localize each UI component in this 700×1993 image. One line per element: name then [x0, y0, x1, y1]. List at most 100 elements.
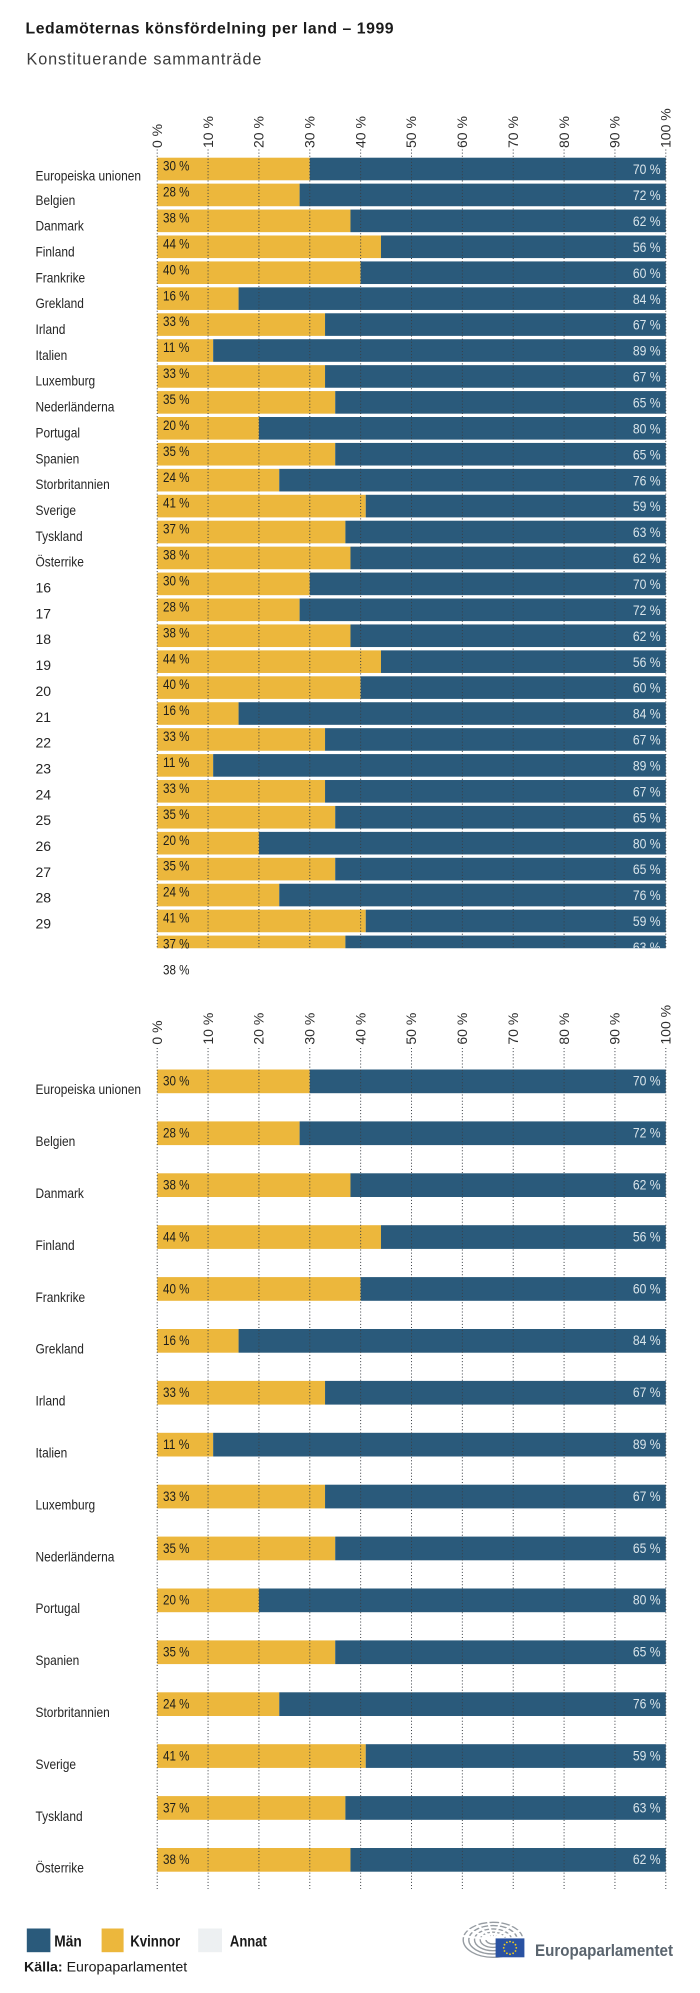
svg-text:Irland: Irland	[36, 321, 66, 337]
svg-text:37 %: 37 %	[163, 936, 190, 952]
svg-text:Italien: Italien	[36, 1445, 68, 1461]
svg-text:Luxemburg: Luxemburg	[36, 373, 96, 389]
svg-text:70 %: 70 %	[505, 1013, 521, 1045]
svg-text:Grekland: Grekland	[36, 295, 84, 311]
svg-text:20 %: 20 %	[163, 832, 190, 848]
svg-text:Sverige: Sverige	[36, 502, 77, 518]
svg-text:40 %: 40 %	[163, 676, 190, 692]
svg-text:20 %: 20 %	[163, 1592, 190, 1608]
svg-text:65 %: 65 %	[633, 861, 661, 877]
svg-text:40 %: 40 %	[163, 1280, 190, 1296]
svg-text:Sverige: Sverige	[36, 1756, 77, 1772]
svg-text:67 %: 67 %	[633, 1384, 661, 1400]
svg-text:33 %: 33 %	[163, 780, 190, 796]
svg-text:Spanien: Spanien	[36, 1652, 80, 1668]
svg-text:33 %: 33 %	[163, 728, 190, 744]
svg-text:67 %: 67 %	[633, 783, 661, 799]
svg-text:89 %: 89 %	[633, 343, 661, 359]
svg-text:0 %: 0 %	[149, 124, 165, 148]
svg-text:30 %: 30 %	[301, 116, 317, 148]
svg-text:72 %: 72 %	[633, 602, 661, 618]
svg-text:72 %: 72 %	[633, 187, 661, 203]
svg-text:60 %: 60 %	[454, 116, 470, 148]
svg-text:Italien: Italien	[36, 347, 68, 363]
svg-text:80 %: 80 %	[556, 116, 572, 148]
svg-text:Kvinnor: Kvinnor	[130, 1934, 180, 1951]
svg-text:63 %: 63 %	[633, 524, 661, 540]
svg-text:Spanien: Spanien	[36, 450, 80, 466]
svg-text:20 %: 20 %	[163, 417, 190, 433]
svg-text:100 %: 100 %	[658, 1005, 674, 1045]
svg-text:33 %: 33 %	[163, 365, 190, 381]
svg-text:Konstituerande sammanträde: Konstituerande sammanträde	[27, 51, 263, 69]
svg-text:Storbritannien: Storbritannien	[36, 476, 110, 492]
svg-text:28 %: 28 %	[163, 184, 190, 200]
svg-text:Finland: Finland	[36, 243, 75, 259]
svg-text:21: 21	[36, 709, 52, 725]
svg-text:11 %: 11 %	[163, 1436, 190, 1452]
svg-text:29: 29	[36, 916, 52, 932]
svg-text:23: 23	[36, 760, 52, 776]
svg-text:22: 22	[36, 735, 52, 751]
svg-text:80 %: 80 %	[633, 1592, 661, 1608]
svg-text:44 %: 44 %	[163, 1228, 190, 1244]
svg-text:24: 24	[36, 786, 52, 802]
svg-text:60 %: 60 %	[633, 265, 661, 281]
svg-text:35 %: 35 %	[163, 858, 190, 874]
svg-text:90 %: 90 %	[607, 1013, 623, 1045]
svg-text:16 %: 16 %	[163, 287, 190, 303]
svg-text:62 %: 62 %	[633, 628, 661, 644]
svg-text:59 %: 59 %	[633, 913, 661, 929]
svg-text:27: 27	[36, 864, 52, 880]
svg-text:35 %: 35 %	[163, 443, 190, 459]
svg-text:Irland: Irland	[36, 1393, 66, 1409]
svg-text:62 %: 62 %	[633, 1851, 661, 1867]
svg-text:Nederländerna: Nederländerna	[36, 1548, 115, 1564]
svg-text:Källa: Europaparlamentet: Källa: Europaparlamentet	[24, 1959, 187, 1975]
svg-text:56 %: 56 %	[633, 1228, 661, 1244]
svg-text:24 %: 24 %	[163, 469, 190, 485]
svg-text:59 %: 59 %	[633, 498, 661, 514]
svg-text:70 %: 70 %	[633, 576, 661, 592]
svg-text:0 %: 0 %	[149, 1020, 165, 1044]
svg-text:20 %: 20 %	[251, 1013, 267, 1045]
svg-text:35 %: 35 %	[163, 1644, 190, 1660]
svg-text:26: 26	[36, 838, 52, 854]
svg-text:62 %: 62 %	[633, 213, 661, 229]
svg-text:38 %: 38 %	[163, 209, 190, 225]
svg-text:Europeiska unionen: Europeiska unionen	[36, 1081, 142, 1097]
svg-text:70 %: 70 %	[505, 116, 521, 148]
svg-text:Grekland: Grekland	[36, 1341, 84, 1357]
svg-text:35 %: 35 %	[163, 806, 190, 822]
svg-text:65 %: 65 %	[633, 446, 661, 462]
svg-text:40 %: 40 %	[352, 116, 368, 148]
svg-text:67 %: 67 %	[633, 317, 661, 333]
svg-text:24 %: 24 %	[163, 1696, 190, 1712]
svg-text:70 %: 70 %	[633, 1073, 661, 1089]
svg-text:80 %: 80 %	[633, 420, 661, 436]
svg-text:Belgien: Belgien	[36, 1133, 76, 1149]
svg-text:10 %: 10 %	[200, 1013, 216, 1045]
svg-text:44 %: 44 %	[163, 235, 190, 251]
svg-text:16 %: 16 %	[163, 1332, 190, 1348]
svg-text:28: 28	[36, 890, 52, 906]
svg-text:50 %: 50 %	[403, 1013, 419, 1045]
svg-text:50 %: 50 %	[403, 116, 419, 148]
svg-text:Danmark: Danmark	[36, 218, 85, 234]
svg-text:Frankrike: Frankrike	[36, 1289, 86, 1305]
svg-text:84 %: 84 %	[633, 291, 661, 307]
svg-text:100 %: 100 %	[658, 108, 674, 148]
svg-text:Österrike: Österrike	[36, 553, 85, 570]
svg-text:35 %: 35 %	[163, 1540, 190, 1556]
svg-text:33 %: 33 %	[163, 313, 190, 329]
svg-text:38 %: 38 %	[163, 961, 190, 977]
svg-text:38 %: 38 %	[163, 1177, 190, 1193]
svg-text:72 %: 72 %	[633, 1125, 661, 1141]
svg-text:25: 25	[36, 812, 52, 828]
svg-text:11 %: 11 %	[163, 339, 190, 355]
svg-text:28 %: 28 %	[163, 598, 190, 614]
svg-text:67 %: 67 %	[633, 732, 661, 748]
svg-text:16 %: 16 %	[163, 702, 190, 718]
svg-text:84 %: 84 %	[633, 1332, 661, 1348]
svg-text:65 %: 65 %	[633, 809, 661, 825]
